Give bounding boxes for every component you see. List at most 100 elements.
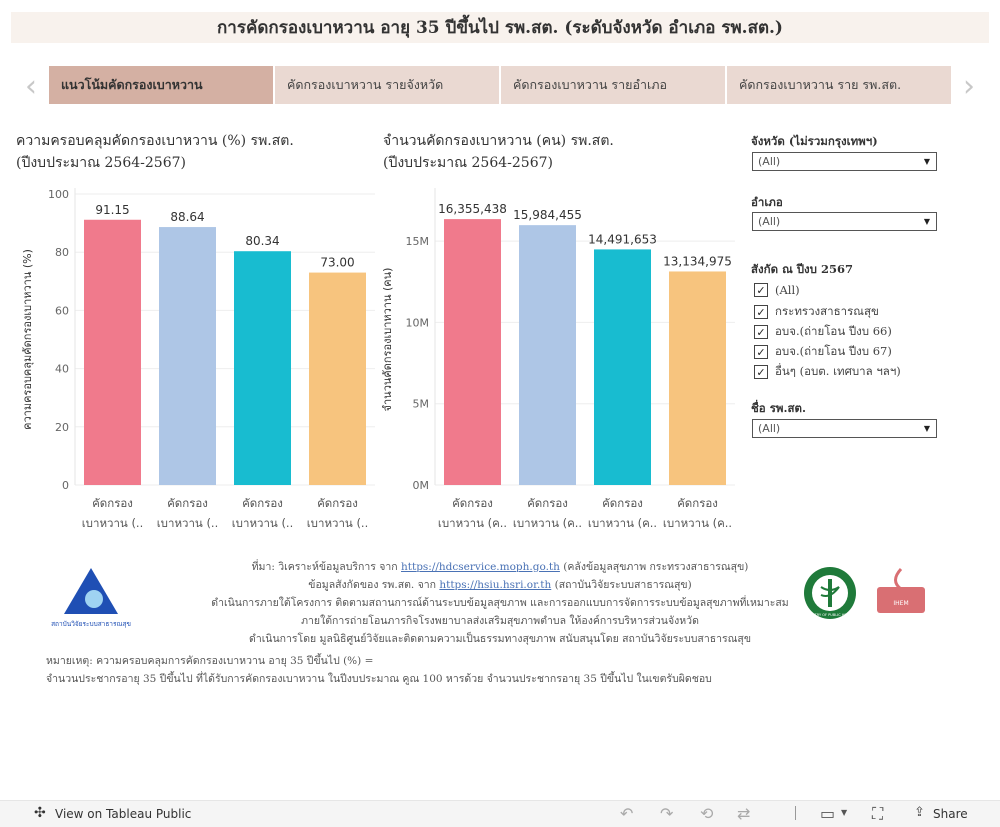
facility-dropdown[interactable]: (All) ▼	[752, 419, 937, 438]
facility-dropdown-value: (All)	[758, 422, 781, 435]
bar-value-label: 13,134,975	[663, 254, 732, 268]
x-tick-label: เบาหวาน (ค..	[438, 516, 507, 530]
page-title: การคัดกรองเบาหวาน อายุ 35 ปีขึ้นไป รพ.สต…	[11, 12, 989, 43]
y-tick-label: 0M	[413, 479, 430, 492]
affiliation-option-all[interactable]: ✓ (All)	[754, 283, 800, 297]
source-line-1-prefix: ที่มา: วิเคราะห์ข้อมูลบริการ จาก	[251, 561, 398, 573]
hdc-link[interactable]: https://hdcservice.moph.go.th	[401, 561, 560, 573]
hsri-logo-caption: สถาบันวิจัยระบบสาธารณสุข	[51, 620, 131, 628]
x-tick-label: เบาหวาน (ค..	[588, 516, 657, 530]
source-line-2: ข้อมูลสังกัดของ รพ.สต. จาก https://hsiu.…	[0, 576, 1000, 593]
hsri-logo: สถาบันวิจัยระบบสาธารณสุข	[51, 568, 131, 628]
district-dropdown[interactable]: (All) ▼	[752, 212, 937, 231]
x-tick-label: เบาหวาน (..	[307, 516, 369, 530]
affiliation-filter-label: สังกัด ณ ปีงบ 2567	[751, 262, 853, 276]
moph-logo-serpent	[820, 586, 840, 597]
chevron-down-icon[interactable]: ▼	[841, 808, 848, 817]
checkbox-checked-icon[interactable]: ✓	[754, 365, 768, 379]
facility-filter-label: ชื่อ รพ.สต.	[751, 401, 806, 415]
tableau-toolbar: ✣ View on Tableau Public ⇪ Share	[0, 800, 1000, 827]
ihem-logo-base	[877, 587, 925, 613]
bar-value-label: 80.34	[245, 234, 279, 248]
x-tick-label: คัดกรอง	[167, 496, 208, 510]
tab-trend[interactable]: แนวโน้มคัดกรองเบาหวาน	[49, 66, 273, 104]
bar[interactable]	[444, 219, 501, 485]
bar-value-label: 16,355,438	[438, 202, 507, 216]
district-dropdown-value: (All)	[758, 215, 781, 228]
checkbox-checked-icon[interactable]: ✓	[754, 345, 768, 359]
bar-value-label: 15,984,455	[513, 208, 582, 222]
bar-value-label: 88.64	[170, 210, 204, 224]
source-line-1: ที่มา: วิเคราะห์ข้อมูลบริการ จาก https:/…	[0, 558, 1000, 575]
chevron-left-icon[interactable]: ‹	[25, 68, 37, 104]
chart2-title-line1: จำนวนคัดกรองเบาหวาน (คน) รพ.สต.	[383, 133, 614, 149]
district-filter-label: อำเภอ	[751, 195, 783, 209]
moph-logo-staff	[828, 579, 832, 607]
y-tick-label: 80	[55, 246, 69, 259]
bar[interactable]	[234, 251, 291, 485]
tab-facility[interactable]: คัดกรองเบาหวาน ราย รพ.สต.	[727, 66, 951, 104]
revert-icon[interactable]: ⟲	[700, 804, 714, 823]
x-tick-label: คัดกรอง	[452, 496, 493, 510]
note-line-2: จำนวนประชากรอายุ 35 ปีขึ้นไป ที่ได้รับกา…	[46, 673, 712, 685]
province-filter-label: จังหวัด (ไม่รวมกรุงเทพฯ)	[751, 134, 878, 148]
caret-down-icon: ▼	[923, 217, 930, 226]
chart2-title-line2: (ปีงบประมาณ 2564-2567)	[383, 155, 553, 171]
x-tick-label: เบาหวาน (..	[232, 516, 294, 530]
y-tick-label: 20	[55, 421, 69, 434]
ihem-logo-figure	[894, 567, 908, 609]
refresh-icon[interactable]: ⇄	[737, 804, 751, 823]
affiliation-option-pao67[interactable]: ✓ อบจ.(ถ่ายโอน ปีงบ 67)	[754, 343, 892, 361]
caret-down-icon: ▼	[923, 424, 930, 433]
affiliation-option-pao66[interactable]: ✓ อบจ.(ถ่ายโอน ปีงบ 66)	[754, 323, 892, 341]
y-tick-label: 10M	[406, 316, 430, 329]
tab-province[interactable]: คัดกรองเบาหวาน รายจังหวัด	[275, 66, 499, 104]
note-line-1: หมายเหตุ: ความครอบคลุมการคัดกรองเบาหวาน …	[46, 655, 374, 667]
bar[interactable]	[519, 225, 576, 485]
undo-icon[interactable]: ↶	[620, 804, 634, 823]
affiliation-option-label: อื่นๆ (อบต. เทศบาล ฯลฯ)	[775, 364, 901, 378]
source-line-5: ดำเนินการโดย มูลนิธิศูนย์วิจัยและติดตามค…	[249, 633, 751, 645]
bar[interactable]	[309, 272, 366, 485]
x-tick-label: คัดกรอง	[317, 496, 358, 510]
moph-logo: MINISTRY OF PUBLIC HEALTH	[804, 567, 856, 619]
redo-icon[interactable]: ↷	[660, 804, 674, 823]
affiliation-option-other[interactable]: ✓ อื่นๆ (อบต. เทศบาล ฯลฯ)	[754, 363, 901, 381]
chart1-title-line2: (ปีงบประมาณ 2564-2567)	[16, 155, 186, 171]
hsiu-link[interactable]: https://hsiu.hsri.or.th	[439, 579, 552, 591]
x-tick-label: คัดกรอง	[677, 496, 718, 510]
affiliation-option-label: (All)	[775, 283, 800, 297]
chart1-title: ความครอบคลุมคัดกรองเบาหวาน (%) รพ.สต. (ป…	[16, 130, 294, 174]
bar[interactable]	[159, 227, 216, 485]
y-tick-label: 100	[48, 188, 69, 201]
y-tick-label: 60	[55, 304, 69, 317]
bar[interactable]	[669, 271, 726, 485]
chart2-title: จำนวนคัดกรองเบาหวาน (คน) รพ.สต. (ปีงบประ…	[383, 130, 614, 174]
chevron-right-icon[interactable]: ›	[963, 68, 975, 104]
toolbar-divider	[795, 806, 796, 820]
source-line-2-prefix: ข้อมูลสังกัดของ รพ.สต. จาก	[308, 579, 437, 591]
bar-value-label: 91.15	[95, 203, 129, 217]
x-tick-label: เบาหวาน (..	[82, 516, 144, 530]
tab-district[interactable]: คัดกรองเบาหวาน รายอำเภอ	[501, 66, 725, 104]
chart1-title-line1: ความครอบคลุมคัดกรองเบาหวาน (%) รพ.สต.	[16, 133, 294, 149]
bar[interactable]	[84, 219, 141, 486]
checkbox-checked-icon[interactable]: ✓	[754, 283, 768, 297]
y-axis-label: ความครอบคลุมคัดกรองเบาหวาน (%)	[21, 249, 34, 430]
province-dropdown[interactable]: (All) ▼	[752, 152, 937, 171]
share-button[interactable]: Share	[933, 807, 968, 821]
fullscreen-icon[interactable]: ⛶	[872, 804, 884, 823]
source-line-1-suffix: (คลังข้อมูลสุขภาพ กระทรวงสาธารณสุข)	[563, 561, 749, 573]
x-tick-label: คัดกรอง	[527, 496, 568, 510]
province-dropdown-value: (All)	[758, 155, 781, 168]
checkbox-checked-icon[interactable]: ✓	[754, 325, 768, 339]
checkbox-checked-icon[interactable]: ✓	[754, 305, 768, 319]
y-tick-label: 5M	[413, 398, 430, 411]
affiliation-option-moph[interactable]: ✓ กระทรวงสาธารณสุข	[754, 303, 879, 321]
x-tick-label: เบาหวาน (ค..	[663, 516, 732, 530]
x-tick-label: คัดกรอง	[602, 496, 643, 510]
affiliation-option-label: อบจ.(ถ่ายโอน ปีงบ 66)	[775, 324, 892, 338]
comment-icon[interactable]: ▭	[820, 804, 836, 823]
view-on-tableau-link[interactable]: View on Tableau Public	[55, 807, 192, 821]
bar[interactable]	[594, 249, 651, 485]
